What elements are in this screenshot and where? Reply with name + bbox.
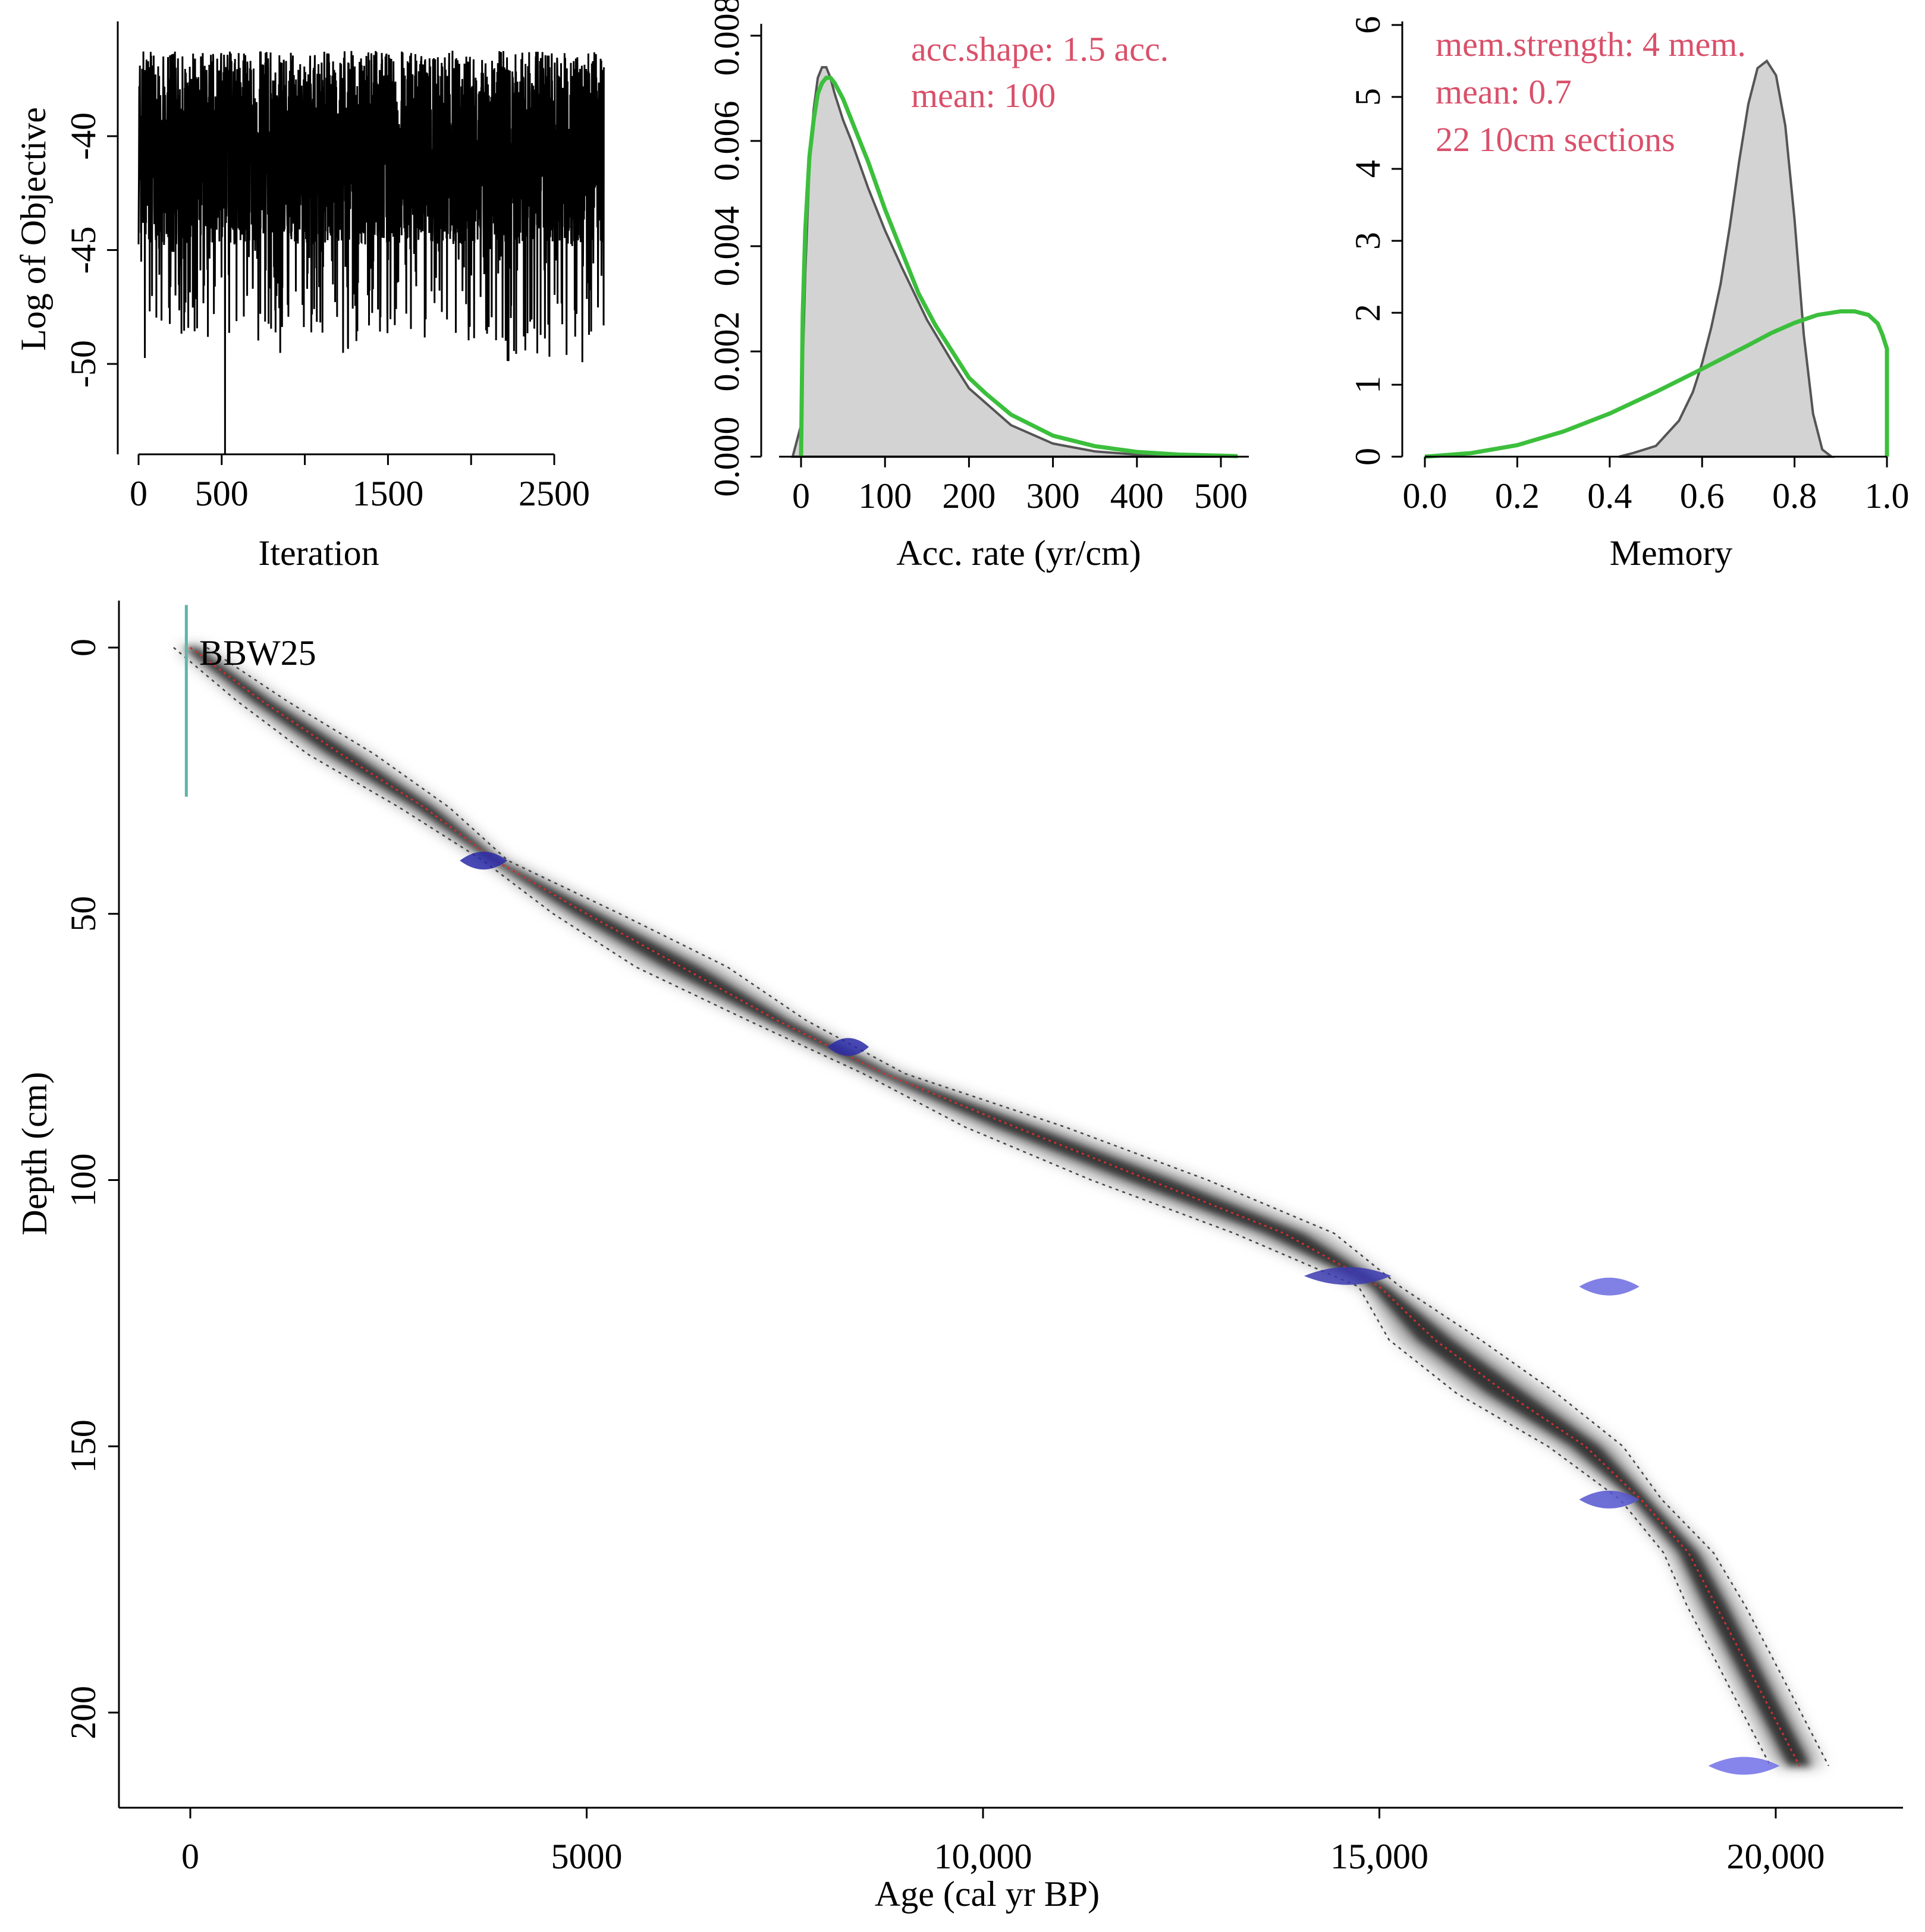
memory-panel: 0.0 0.2 0.4 0.6 0.8 1.0 0 1 2 3 4 5 6 Memory mem.str…: [1348, 16, 1910, 573]
age-tick-label: 20,000: [1727, 1837, 1825, 1876]
iteration-x-axis-label: Iteration: [258, 533, 379, 573]
dated-sample-distribution: [1579, 1490, 1640, 1509]
dated-sample-distribution: [1304, 1267, 1392, 1285]
acc-rate-annotation-mean: mean: 100: [911, 76, 1056, 115]
y-tick-label: 0: [1348, 448, 1387, 466]
depth-tick-label: 200: [64, 1686, 103, 1739]
x-tick-label: 500: [1194, 476, 1248, 516]
acc-rate-axes: 0 100 200 300 400 500 0.000 0.002 0.004 0.006 0.00…: [707, 0, 1249, 516]
age-model-max-range-line: [206, 646, 1830, 1767]
iteration-trace-axes: 0 500 1500 2500 -50 -45 -40: [64, 21, 590, 513]
acc-rate-panel: 0 100 200 300 400 500 0.000 0.002 0.004 0.006 0.00…: [707, 0, 1249, 573]
age-depth-axes: 0 5000 10,000 15,000 20,000 0 50 100 150 200: [64, 601, 1903, 1876]
iteration-trace-plot-area: [137, 51, 605, 455]
memory-prior-curve: [1424, 309, 1889, 459]
age-tick-label: 10,000: [934, 1837, 1032, 1876]
y-tick-label: 0.006: [707, 101, 746, 181]
depth-tick-label: 100: [64, 1154, 103, 1207]
x-tick-label: 200: [942, 476, 996, 516]
x-tick-label: 0.6: [1680, 476, 1725, 516]
dated-sample-distribution: [827, 1038, 869, 1056]
dated-sample-distribution: [1579, 1277, 1640, 1296]
y-tick-label: 0.004: [707, 206, 746, 287]
core-label: BBW25: [199, 633, 316, 673]
memory-annotation-mean: mean: 0.7: [1436, 73, 1572, 111]
age-model-band-mid: [179, 648, 1819, 1766]
depth-tick-label: 0: [64, 639, 103, 656]
x-tick-label: 0.2: [1495, 476, 1540, 516]
age-depth-panel: 0 5000 10,000 15,000 20,000 0 50 100 150 200 BBW2…: [15, 601, 1903, 1914]
age-tick-label: 15,000: [1330, 1837, 1428, 1876]
age-model-min-range-line: [173, 647, 1772, 1767]
y-tick-label: -50: [64, 340, 103, 388]
y-tick-label: 5: [1348, 88, 1387, 106]
depth-tick-label: 150: [64, 1419, 103, 1473]
age-model-band-inner: [184, 648, 1811, 1766]
x-tick-label: 300: [1026, 476, 1080, 516]
x-tick-label: 0: [792, 476, 810, 516]
depth-y-axis-label: Depth (cm): [15, 1072, 54, 1236]
iteration-trace-panel: 0 500 1500 2500 -50 -45 -40 Iteration Log of O…: [14, 21, 605, 573]
x-tick-label: 100: [858, 476, 912, 516]
memory-annotation-strength: mem.strength: 4 mem.: [1436, 25, 1746, 64]
age-depth-plot-area: [173, 605, 1830, 1775]
iteration-y-axis-label: Log of Objective: [14, 107, 53, 351]
memory-axes: 0.0 0.2 0.4 0.6 0.8 1.0 0 1 2 3 4 5 6: [1348, 16, 1910, 516]
age-x-axis-label: Age (cal yr BP): [875, 1874, 1100, 1914]
age-tick-label: 0: [181, 1837, 199, 1876]
x-tick-label: 1500: [352, 474, 423, 513]
x-tick-label: 400: [1110, 476, 1164, 516]
y-tick-label: -45: [64, 227, 103, 274]
x-tick-label: 0.4: [1587, 476, 1632, 516]
age-tick-label: 5000: [551, 1837, 623, 1876]
y-tick-label: 6: [1348, 16, 1387, 34]
acc-rate-plot-area: [791, 66, 1238, 458]
y-tick-label: 1: [1348, 376, 1387, 394]
x-tick-label: 2500: [519, 474, 590, 513]
x-tick-label: 0.0: [1403, 476, 1447, 516]
age-model-median-line: [190, 646, 1801, 1767]
memory-annotation-sections: 22 10cm sections: [1436, 120, 1675, 159]
dated-sample-distribution: [1708, 1757, 1780, 1775]
dated-sample-distribution: [460, 852, 508, 870]
log-objective-trace-line: [137, 51, 605, 455]
memory-x-axis-label: Memory: [1610, 533, 1733, 573]
y-tick-label: 0.000: [707, 417, 746, 497]
y-tick-label: 3: [1348, 232, 1387, 250]
x-tick-label: 500: [195, 474, 249, 513]
memory-posterior-density: [1618, 59, 1835, 458]
acc-rate-annotation-shape: acc.shape: 1.5 acc.: [911, 30, 1169, 68]
depth-tick-label: 50: [64, 896, 103, 932]
acc-rate-x-axis-label: Acc. rate (yr/cm): [896, 533, 1141, 573]
y-tick-label: 2: [1348, 304, 1387, 322]
x-tick-label: 1.0: [1865, 476, 1910, 516]
acc-rate-posterior-density: [791, 66, 1221, 458]
y-tick-label: 0.008: [707, 0, 746, 76]
memory-plot-area: [1424, 59, 1889, 459]
x-tick-label: 0: [130, 474, 147, 513]
acc-rate-prior-curve: [799, 76, 1238, 458]
y-tick-label: -40: [64, 112, 103, 160]
y-tick-label: 0.002: [707, 312, 746, 392]
y-tick-label: 4: [1348, 160, 1387, 178]
x-tick-label: 0.8: [1772, 476, 1817, 516]
